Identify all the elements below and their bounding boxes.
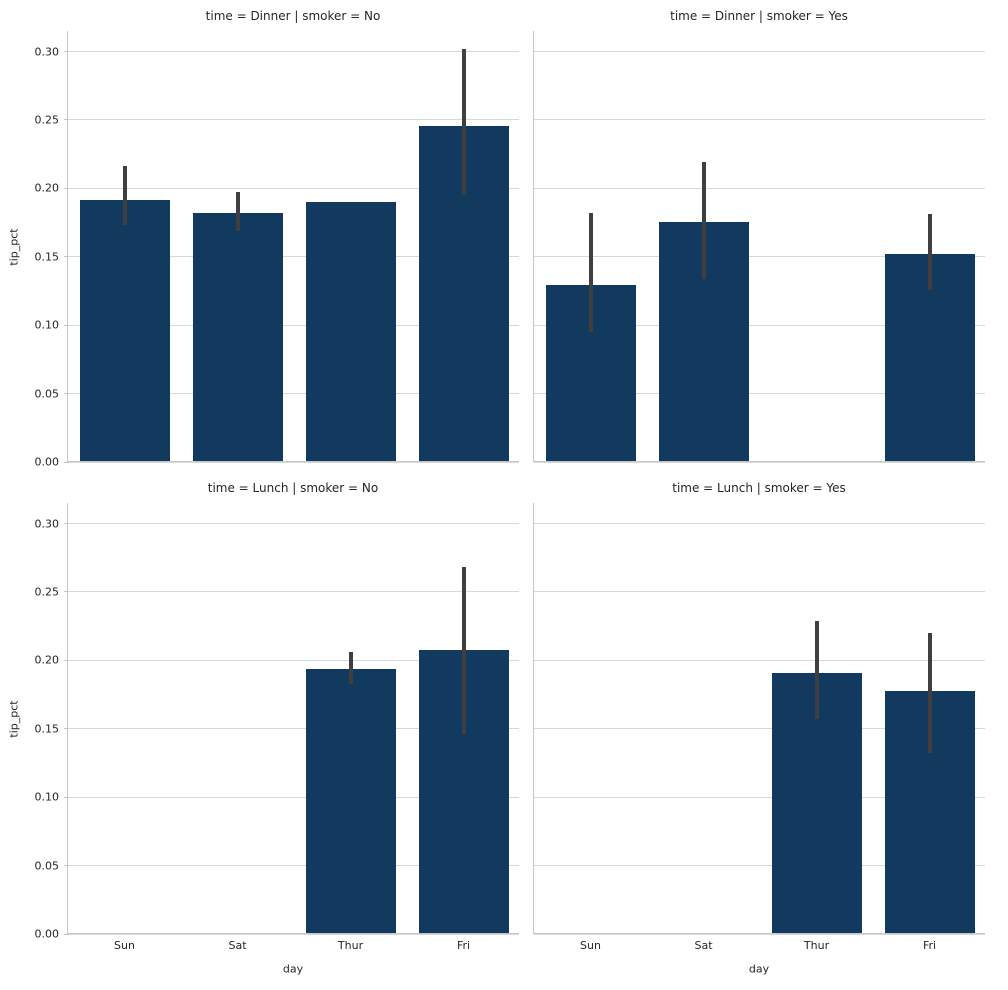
bar-thur	[305, 202, 396, 461]
gridline	[534, 591, 985, 593]
y-tick-mark	[64, 933, 68, 935]
gridline	[68, 119, 519, 121]
y-tick-mark	[64, 461, 68, 463]
gridline	[534, 119, 985, 121]
gridline	[534, 256, 985, 258]
plot-area-dinner-no: 0.00 0.05 0.10 0.15 0.20 0.25 0.30	[35, 31, 519, 469]
y-tick-label: 0.10	[34, 790, 60, 804]
y-tick-mark	[64, 523, 68, 525]
y-tick-label: 0.30	[34, 45, 60, 59]
error-bar-sat	[701, 162, 706, 279]
x-tick-label-thur: Thur	[803, 939, 830, 952]
gridline	[68, 591, 519, 593]
gridline	[68, 324, 519, 326]
y-axis-label-bottom-row: tip_pct	[7, 699, 21, 738]
y-tick-mark	[64, 865, 68, 867]
y-tick-label: 0.25	[34, 585, 60, 599]
error-bar-fri	[927, 214, 932, 290]
x-tick-label-sun: Sun	[580, 939, 601, 952]
gridline	[534, 187, 985, 189]
error-bar-thur	[348, 652, 353, 684]
x-tick-label-fri: Fri	[456, 939, 471, 952]
facet-title-lunch-no: time = Lunch | smoker = No	[207, 481, 379, 495]
y-tick-label: 0.00	[34, 455, 60, 469]
gridline	[534, 393, 985, 395]
error-bar-sun	[122, 166, 127, 226]
x-tick-label-sat: Sat	[694, 939, 713, 952]
y-tick-label: 0.20	[34, 181, 60, 195]
error-bar-fri	[461, 48, 466, 196]
y-tick-label: 0.05	[34, 859, 60, 873]
gridline	[68, 728, 519, 730]
y-tick-mark	[64, 187, 68, 189]
y-tick-mark	[64, 796, 68, 798]
facet-title-dinner-no: time = Dinner | smoker = No	[205, 9, 381, 23]
y-tick-label: 0.25	[34, 113, 60, 127]
gridline	[68, 51, 519, 53]
error-bar-fri	[927, 632, 932, 754]
y-tick-mark	[64, 393, 68, 395]
y-tick-mark	[64, 728, 68, 730]
error-bar-sun	[588, 212, 593, 332]
plot-area-lunch-no: 0.00 0.05 0.10 0.15 0.20 0.25 0.30 Sun Sat Thur Fr…	[35, 503, 519, 952]
x-axis-label-left-col: day	[282, 962, 304, 976]
y-tick-label: 0.15	[34, 722, 60, 736]
gridline	[534, 933, 985, 935]
gridline	[68, 796, 519, 798]
y-tick-mark	[64, 324, 68, 326]
y-tick-mark	[64, 256, 68, 258]
y-tick-mark	[64, 659, 68, 661]
bar-thur	[305, 668, 396, 933]
facet-title-lunch-yes: time = Lunch | smoker = Yes	[672, 481, 846, 495]
y-axis-label-top-row: tip_pct	[7, 227, 21, 266]
x-tick-label-fri: Fri	[922, 939, 937, 952]
bar-sun	[79, 199, 170, 461]
gridline	[534, 865, 985, 867]
gridline	[534, 796, 985, 798]
bar-sat	[192, 213, 283, 461]
error-bar-sat	[235, 192, 240, 231]
y-tick-label: 0.15	[34, 250, 60, 264]
y-tick-mark	[64, 51, 68, 53]
error-bar-fri	[461, 567, 466, 735]
gridline	[68, 256, 519, 258]
gridline	[534, 728, 985, 730]
y-tick-label: 0.20	[34, 653, 60, 667]
gridline	[534, 461, 985, 463]
gridline	[534, 51, 985, 53]
y-tick-label: 0.30	[34, 517, 60, 531]
gridline	[534, 659, 985, 661]
x-tick-label-sat: Sat	[228, 939, 247, 952]
y-tick-mark	[64, 591, 68, 593]
error-bar-thur	[814, 620, 819, 720]
x-tick-label-thur: Thur	[337, 939, 364, 952]
gridline	[68, 865, 519, 867]
y-tick-label: 0.00	[34, 927, 60, 941]
gridline	[534, 523, 985, 525]
facet-title-dinner-yes: time = Dinner | smoker = Yes	[670, 9, 848, 23]
gridline	[534, 324, 985, 326]
x-tick-label-sun: Sun	[114, 939, 135, 952]
gridline	[68, 523, 519, 525]
x-axis-label-right-col: day	[748, 962, 770, 976]
gridline	[68, 187, 519, 189]
y-tick-label: 0.10	[34, 318, 60, 332]
gridline	[68, 461, 519, 463]
plot-area-lunch-yes: Sun Sat Thur Fri	[533, 503, 985, 952]
y-tick-mark	[64, 119, 68, 121]
plot-area-dinner-yes	[533, 31, 985, 463]
gridline	[68, 659, 519, 661]
gridline	[68, 933, 519, 935]
y-tick-label: 0.05	[34, 387, 60, 401]
gridline	[68, 393, 519, 395]
